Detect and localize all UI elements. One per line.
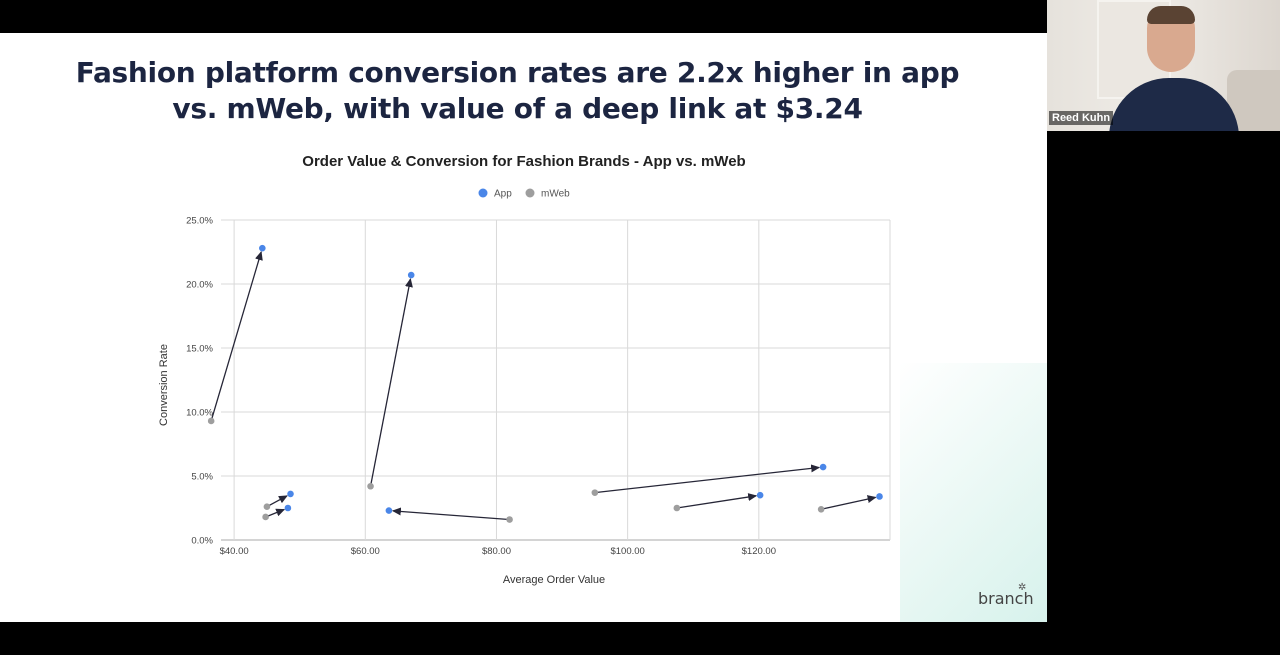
data-point-app [819, 463, 827, 471]
y-axis-title: Conversion Rate [158, 344, 170, 426]
webcam-feed: Reed Kuhn [1047, 0, 1280, 131]
slide-background-glow [900, 363, 1047, 622]
branch-logo-text: branch [978, 589, 1034, 608]
transition-arrow [369, 277, 413, 487]
transition-arrow [676, 493, 758, 509]
chart-title: Order Value & Conversion for Fashion Bra… [302, 153, 745, 170]
x-tick-label: $80.00 [482, 546, 511, 557]
transition-arrow [594, 464, 821, 494]
legend-marker-app [478, 188, 488, 198]
transition-arrow [210, 251, 263, 422]
legend-label-mweb: mWeb [541, 189, 570, 200]
y-tick-label: 0.0% [191, 536, 213, 547]
transition-arrow [265, 508, 286, 518]
data-point-mweb [506, 516, 513, 523]
data-point-mweb [263, 503, 271, 511]
slide-headline: Fashion platform conversion rates are 2.… [60, 55, 975, 127]
data-point-app [385, 507, 393, 514]
y-tick-label: 10.0% [186, 408, 213, 419]
scatter-chart: Order Value & Conversion for Fashion Bra… [158, 153, 891, 586]
data-point-app [756, 491, 764, 499]
y-tick-label: 5.0% [191, 472, 213, 483]
data-point-app [876, 493, 883, 500]
data-point-app [284, 504, 292, 512]
x-tick-label: $120.00 [742, 546, 776, 557]
speaker-hair [1147, 6, 1195, 24]
x-axis-title: Average Order Value [503, 574, 605, 586]
transition-arrow [391, 507, 510, 521]
data-point-mweb [673, 504, 681, 512]
data-point-app [287, 490, 294, 498]
logo-spark-icon: ✲ [1018, 582, 1027, 593]
data-point-mweb [591, 489, 599, 496]
y-tick-label: 20.0% [186, 280, 213, 291]
presentation-slide: Fashion platform conversion rates are 2.… [0, 33, 1047, 622]
y-tick-label: 15.0% [186, 344, 213, 355]
x-tick-label: $60.00 [351, 546, 380, 557]
transition-arrow [266, 495, 288, 508]
headline-line-1: Fashion platform conversion rates are 2.… [75, 56, 960, 89]
x-tick-label: $40.00 [220, 546, 249, 557]
branch-logo: branch ✲ [978, 582, 1034, 608]
legend-marker-mweb [525, 188, 535, 198]
data-point-app [259, 244, 266, 252]
data-point-app [407, 271, 415, 279]
speaker-name-label: Reed Kuhn [1049, 111, 1114, 125]
legend-label-app: App [494, 189, 512, 200]
headline-line-2: vs. mWeb, with value of a deep link at $… [172, 92, 863, 125]
transition-arrow [820, 495, 877, 510]
data-point-mweb [367, 482, 374, 490]
data-point-mweb [262, 513, 269, 521]
data-point-mweb [817, 505, 825, 513]
data-point-mweb [207, 417, 215, 425]
y-tick-label: 25.0% [186, 216, 213, 227]
x-tick-label: $100.00 [610, 546, 644, 557]
